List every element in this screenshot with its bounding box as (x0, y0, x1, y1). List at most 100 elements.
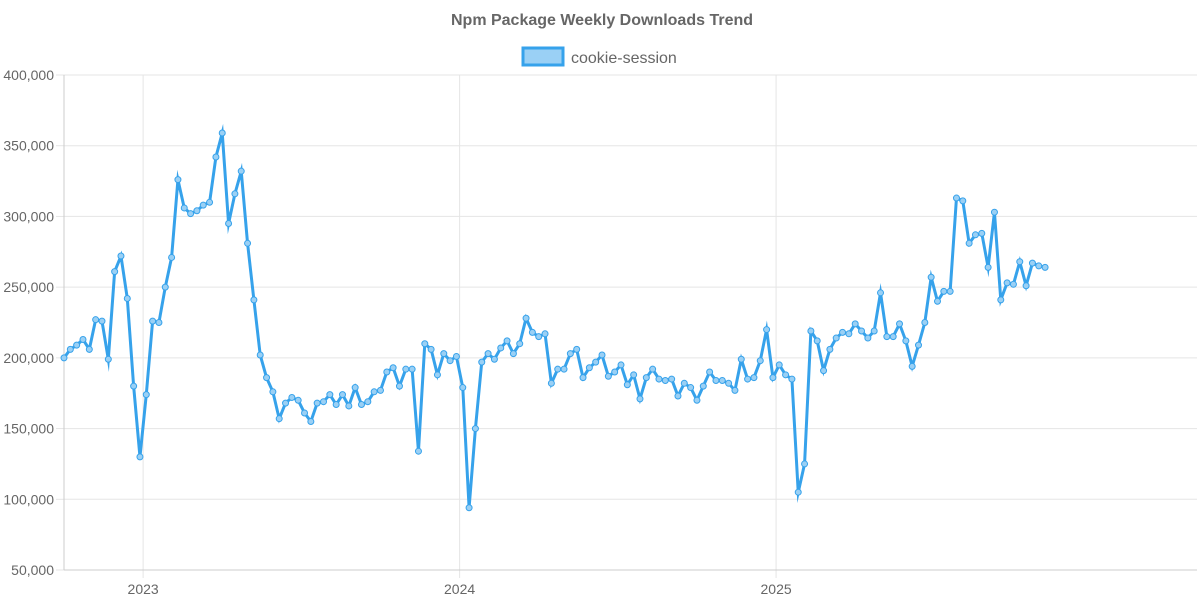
data-point[interactable] (896, 320, 904, 328)
data-point[interactable] (402, 365, 410, 373)
data-point[interactable] (1035, 262, 1043, 270)
data-point[interactable] (801, 460, 809, 468)
data-point[interactable] (206, 198, 214, 206)
data-point[interactable] (864, 334, 872, 342)
data-point[interactable] (674, 392, 682, 400)
data-point[interactable] (554, 365, 562, 373)
data-point[interactable] (902, 337, 910, 345)
data-point[interactable] (155, 319, 163, 326)
data-point[interactable] (509, 350, 517, 358)
data-point[interactable] (231, 190, 239, 198)
data-point[interactable] (984, 263, 992, 271)
data-point[interactable] (636, 395, 644, 403)
data-point[interactable] (1022, 282, 1030, 290)
data-point[interactable] (180, 204, 188, 212)
data-point[interactable] (497, 344, 505, 352)
data-point[interactable] (826, 345, 834, 353)
data-point[interactable] (725, 379, 733, 387)
data-point[interactable] (484, 350, 492, 358)
data-point[interactable] (655, 375, 663, 383)
data-point[interactable] (788, 375, 796, 383)
data-point[interactable] (611, 368, 619, 376)
data-point[interactable] (275, 415, 283, 423)
data-point[interactable] (687, 384, 695, 392)
data-point[interactable] (85, 345, 93, 353)
data-point[interactable] (250, 296, 258, 304)
data-point[interactable] (756, 357, 764, 365)
data-point[interactable] (693, 396, 701, 404)
data-point[interactable] (364, 398, 372, 406)
data-point[interactable] (832, 334, 840, 342)
data-point[interactable] (978, 229, 986, 237)
data-point[interactable] (528, 328, 536, 336)
data-point[interactable] (946, 287, 954, 295)
data-point[interactable] (307, 418, 315, 425)
data-point[interactable] (73, 341, 81, 349)
data-point[interactable] (731, 386, 739, 394)
data-point[interactable] (465, 504, 473, 512)
data-point[interactable] (168, 253, 176, 261)
data-point[interactable] (1003, 279, 1011, 287)
data-point[interactable] (560, 365, 568, 373)
data-point[interactable] (541, 330, 549, 338)
data-point[interactable] (256, 351, 264, 359)
data-point[interactable] (478, 358, 486, 366)
data-point[interactable] (282, 399, 290, 407)
data-point[interactable] (820, 367, 828, 375)
data-point[interactable] (598, 351, 606, 359)
data-point[interactable] (997, 296, 1005, 304)
data-point[interactable] (452, 352, 460, 360)
data-point[interactable] (326, 391, 334, 399)
data-point[interactable] (320, 398, 328, 406)
data-point[interactable] (737, 355, 745, 363)
data-point[interactable] (357, 401, 365, 409)
data-point[interactable] (471, 425, 479, 433)
data-point[interactable] (883, 333, 891, 341)
data-point[interactable] (845, 330, 853, 338)
data-point[interactable] (263, 374, 271, 382)
data-point[interactable] (642, 374, 650, 382)
data-point[interactable] (408, 365, 416, 373)
data-point[interactable] (870, 327, 878, 335)
data-point[interactable] (490, 355, 498, 363)
data-point[interactable] (313, 399, 321, 407)
data-point[interactable] (706, 368, 714, 376)
data-point[interactable] (503, 337, 511, 345)
data-point[interactable] (990, 208, 998, 216)
data-point[interactable] (807, 327, 815, 335)
data-point[interactable] (288, 393, 296, 401)
data-point[interactable] (225, 220, 233, 227)
data-point[interactable] (921, 319, 929, 326)
data-point[interactable] (649, 365, 657, 373)
data-point[interactable] (383, 368, 391, 376)
data-point[interactable] (535, 333, 543, 341)
data-point[interactable] (117, 252, 125, 260)
data-point[interactable] (269, 388, 277, 396)
data-point[interactable] (933, 297, 941, 305)
data-point[interactable] (339, 391, 346, 399)
data-point[interactable] (858, 327, 866, 335)
data-point[interactable] (718, 376, 726, 384)
data-point[interactable] (123, 294, 131, 302)
data-point[interactable] (376, 386, 384, 394)
data-point[interactable] (294, 396, 302, 404)
data-point[interactable] (193, 207, 201, 215)
data-point[interactable] (775, 361, 783, 369)
data-point[interactable] (389, 364, 397, 372)
data-point[interactable] (839, 328, 847, 336)
data-point[interactable] (668, 375, 676, 383)
data-point[interactable] (680, 379, 688, 387)
data-point[interactable] (763, 326, 771, 334)
data-point[interactable] (877, 289, 885, 297)
data-point[interactable] (440, 350, 448, 358)
data-point[interactable] (414, 447, 422, 455)
data-point[interactable] (421, 340, 429, 348)
data-point[interactable] (433, 371, 441, 379)
data-point[interactable] (794, 488, 802, 496)
data-point[interactable] (60, 354, 68, 362)
data-point[interactable] (104, 355, 112, 363)
data-point[interactable] (744, 375, 752, 383)
data-point[interactable] (630, 371, 638, 379)
data-point[interactable] (522, 314, 530, 322)
data-point[interactable] (782, 371, 790, 379)
